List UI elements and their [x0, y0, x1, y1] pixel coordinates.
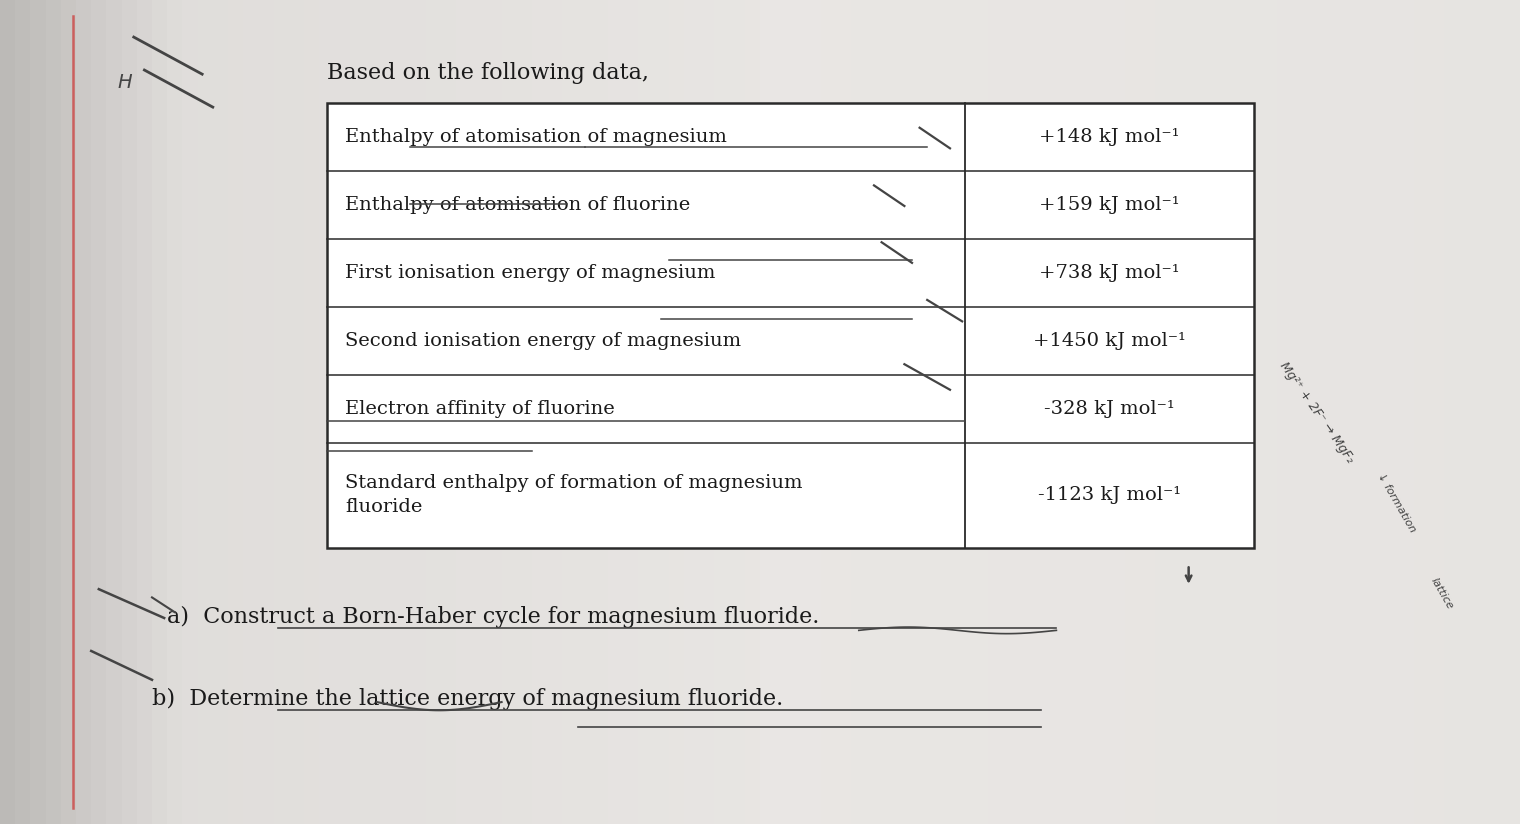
Text: -328 kJ mol⁻¹: -328 kJ mol⁻¹ [1044, 400, 1175, 418]
Text: +159 kJ mol⁻¹: +159 kJ mol⁻¹ [1040, 196, 1180, 214]
Text: Electron affinity of fluorine: Electron affinity of fluorine [345, 400, 614, 418]
Text: H: H [117, 73, 132, 92]
Text: +148 kJ mol⁻¹: +148 kJ mol⁻¹ [1040, 128, 1180, 146]
Text: ↓ formation: ↓ formation [1376, 471, 1418, 534]
Text: b)  Determine the lattice energy of magnesium fluoride.: b) Determine the lattice energy of magne… [152, 688, 783, 710]
Text: Enthalpy of atomisation of magnesium: Enthalpy of atomisation of magnesium [345, 128, 727, 146]
Text: Enthalpy of atomisation of fluorine: Enthalpy of atomisation of fluorine [345, 196, 690, 214]
Text: +738 kJ mol⁻¹: +738 kJ mol⁻¹ [1040, 264, 1180, 282]
Text: -1123 kJ mol⁻¹: -1123 kJ mol⁻¹ [1038, 486, 1181, 504]
Text: Standard enthalpy of formation of magnesium
fluoride: Standard enthalpy of formation of magnes… [345, 474, 803, 517]
Text: Second ionisation energy of magnesium: Second ionisation energy of magnesium [345, 332, 742, 349]
Text: Based on the following data,: Based on the following data, [327, 62, 649, 84]
Text: First ionisation energy of magnesium: First ionisation energy of magnesium [345, 264, 716, 282]
Text: a)  Construct a Born-Haber cycle for magnesium fluoride.: a) Construct a Born-Haber cycle for magn… [167, 606, 819, 628]
Text: +1450 kJ mol⁻¹: +1450 kJ mol⁻¹ [1034, 332, 1186, 349]
Text: Mg²⁺ + 2F⁻ → MgF₂: Mg²⁺ + 2F⁻ → MgF₂ [1277, 359, 1356, 465]
Text: lattice: lattice [1429, 576, 1455, 611]
Bar [327, 103, 1254, 548]
